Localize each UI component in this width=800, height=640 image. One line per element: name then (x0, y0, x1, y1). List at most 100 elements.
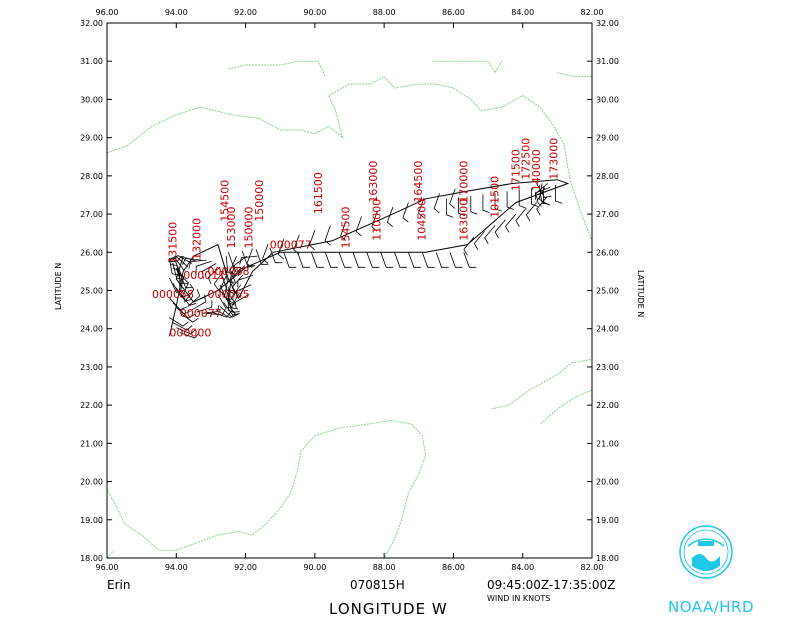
time-label: 104500 (416, 199, 429, 241)
wind-barb (446, 198, 454, 218)
y-tick-label-right: 26.00 (596, 248, 619, 257)
wind-barb (338, 252, 352, 268)
wind-barb (207, 266, 221, 285)
wind-barb (394, 252, 407, 268)
y-tick-label-left: 21.00 (80, 439, 103, 448)
time-label: 000058 (152, 288, 194, 301)
wind-barb (255, 249, 269, 265)
wind-barb (179, 332, 200, 339)
wind-barb (172, 255, 193, 264)
y-tick-label-right: 28.00 (596, 172, 619, 181)
wind-barb (470, 195, 478, 215)
y-tick-label-left: 20.00 (80, 478, 103, 487)
wind-barb (277, 239, 285, 260)
x-tick-label-bottom: 90.00 (303, 563, 326, 572)
wind-barb (169, 277, 184, 293)
wind-barb (217, 294, 233, 309)
y-tick-label-left: 27.00 (80, 210, 103, 219)
wind-barb (355, 216, 362, 237)
coastline (228, 60, 326, 77)
time-label: 164500 (412, 161, 425, 203)
x-tick-label-bottom: 86.00 (442, 563, 465, 572)
wind-barb (484, 225, 496, 245)
wind-barb (175, 267, 189, 284)
wind-barb (536, 183, 552, 198)
y-tick-label-left: 32.00 (80, 19, 103, 28)
wind-barb (463, 252, 477, 268)
wind-barb (239, 255, 258, 265)
date-label: 070815H (350, 578, 405, 592)
wind-barb (458, 197, 466, 217)
time-label: 101500 (489, 176, 502, 218)
wind-barb (324, 225, 331, 246)
wind-barb (221, 275, 235, 292)
x-tick-label-top: 90.00 (303, 8, 326, 17)
x-tick-label-bottom: 82.00 (581, 563, 604, 572)
time-label: 150000 (253, 180, 266, 222)
wind-barb (176, 255, 197, 263)
wind-barb (206, 308, 226, 316)
wind-barb (172, 282, 188, 298)
time-label: 000077 (270, 239, 312, 252)
wind-barb (463, 236, 475, 256)
coastline (106, 550, 115, 559)
y-tick-label-left: 19.00 (80, 516, 103, 525)
y-tick-label-right: 29.00 (596, 134, 619, 143)
x-tick-label-bottom: 96.00 (96, 563, 119, 572)
wind-barb (172, 262, 184, 280)
y-tick-label-right: 18.00 (596, 554, 619, 563)
x-tick-label-top: 84.00 (511, 8, 534, 17)
x-tick-label-top: 88.00 (373, 8, 396, 17)
wind-barb (230, 284, 242, 304)
wind-barb (195, 260, 212, 274)
noaa-logo (679, 525, 733, 579)
flight-track-layer (168, 179, 570, 337)
wind-barb (269, 247, 283, 264)
wind-barb (182, 257, 202, 265)
wind-barb (191, 294, 207, 311)
wind-barb (169, 297, 187, 311)
wind-barb (168, 260, 183, 276)
wind-barb (169, 257, 180, 276)
wind-barb (534, 183, 548, 201)
wind-barb (229, 265, 236, 286)
wind-barb (494, 192, 502, 212)
wind-barb (380, 252, 394, 268)
wind-barb (340, 220, 347, 241)
wind-barb (518, 189, 526, 209)
wind-barb (184, 283, 195, 303)
wind-barb (449, 252, 463, 268)
y-tick-label-right: 24.00 (596, 325, 619, 334)
time-label: 140000 (530, 149, 543, 191)
flight-track (168, 179, 570, 337)
coastline (432, 60, 503, 74)
wind-barb (433, 193, 440, 214)
x-tick-label-top: 86.00 (442, 8, 465, 17)
y-axis-title-right: LATITUDE N (636, 270, 645, 317)
wind-barb (234, 293, 250, 310)
y-tick-label-left: 26.00 (80, 248, 103, 257)
wind-barb (293, 234, 300, 255)
wind-barb (283, 252, 297, 268)
wind-barb (473, 231, 485, 250)
wind-barb (531, 188, 539, 207)
x-tick-label-top: 96.00 (96, 8, 119, 17)
wind-barb (449, 188, 456, 209)
wind-barb (311, 252, 324, 268)
wind-barb (366, 252, 380, 268)
wind-barb (506, 191, 514, 210)
time-label: 150000 (243, 207, 256, 249)
wind-barb (227, 294, 235, 314)
wind-barb (324, 252, 338, 268)
y-tick-label-right: 31.00 (596, 57, 619, 66)
y-tick-label-left: 31.00 (80, 57, 103, 66)
wind-barb (230, 294, 239, 314)
wind-barb (238, 265, 256, 276)
y-tick-label-left: 18.00 (80, 554, 103, 563)
wind-barb (177, 272, 185, 293)
y-tick-label-right: 23.00 (596, 363, 619, 372)
wind-barb (494, 219, 506, 239)
y-tick-label-right: 19.00 (596, 516, 619, 525)
x-tick-label-top: 82.00 (581, 8, 604, 17)
